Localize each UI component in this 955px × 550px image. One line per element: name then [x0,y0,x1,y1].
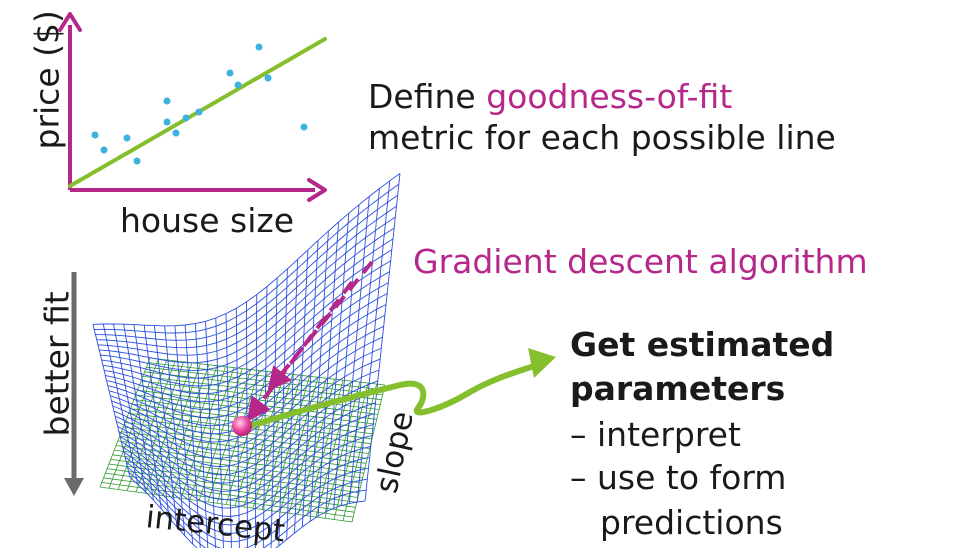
data-point [195,108,203,116]
data-point [123,134,131,142]
data-point [91,131,99,139]
goodness-line2: metric for each possible line [368,118,836,157]
house-size-axis-label: house size [120,201,294,240]
better-fit-label: better fit [37,291,77,437]
result-arrow-head [528,348,556,378]
price-axis-label: price ($) [27,10,67,150]
data-point [133,157,141,165]
data-point [172,129,180,137]
result-heading-line1: Get estimated [570,325,835,364]
result-bullet-interpret: – interpret [570,415,741,454]
goodness-highlight: goodness-of-fit [486,77,733,116]
data-point [163,97,171,105]
data-point [182,114,190,122]
descent-arrows [246,260,374,422]
data-point [163,118,171,126]
estimate-dot [232,416,252,436]
gradient-descent-title: Gradient descent algorithm [413,242,868,281]
scatter-points [91,43,308,165]
result-bullet-use: – use to form [570,458,787,497]
data-point [255,43,263,51]
scatter-axes [58,12,327,202]
data-point [100,146,108,154]
better-fit-arrow [64,272,84,496]
cost-surface-mesh [92,173,401,548]
result-arrow [241,359,548,431]
data-point [300,123,308,131]
goodness-line1: Define goodness-of-fit [368,80,732,113]
result-bullet-predictions: predictions [600,503,783,542]
data-point [226,69,234,77]
data-point [264,74,272,82]
result-heading-line2: parameters [570,369,786,408]
data-point [234,81,242,89]
goodness-prefix: Define [368,77,487,116]
